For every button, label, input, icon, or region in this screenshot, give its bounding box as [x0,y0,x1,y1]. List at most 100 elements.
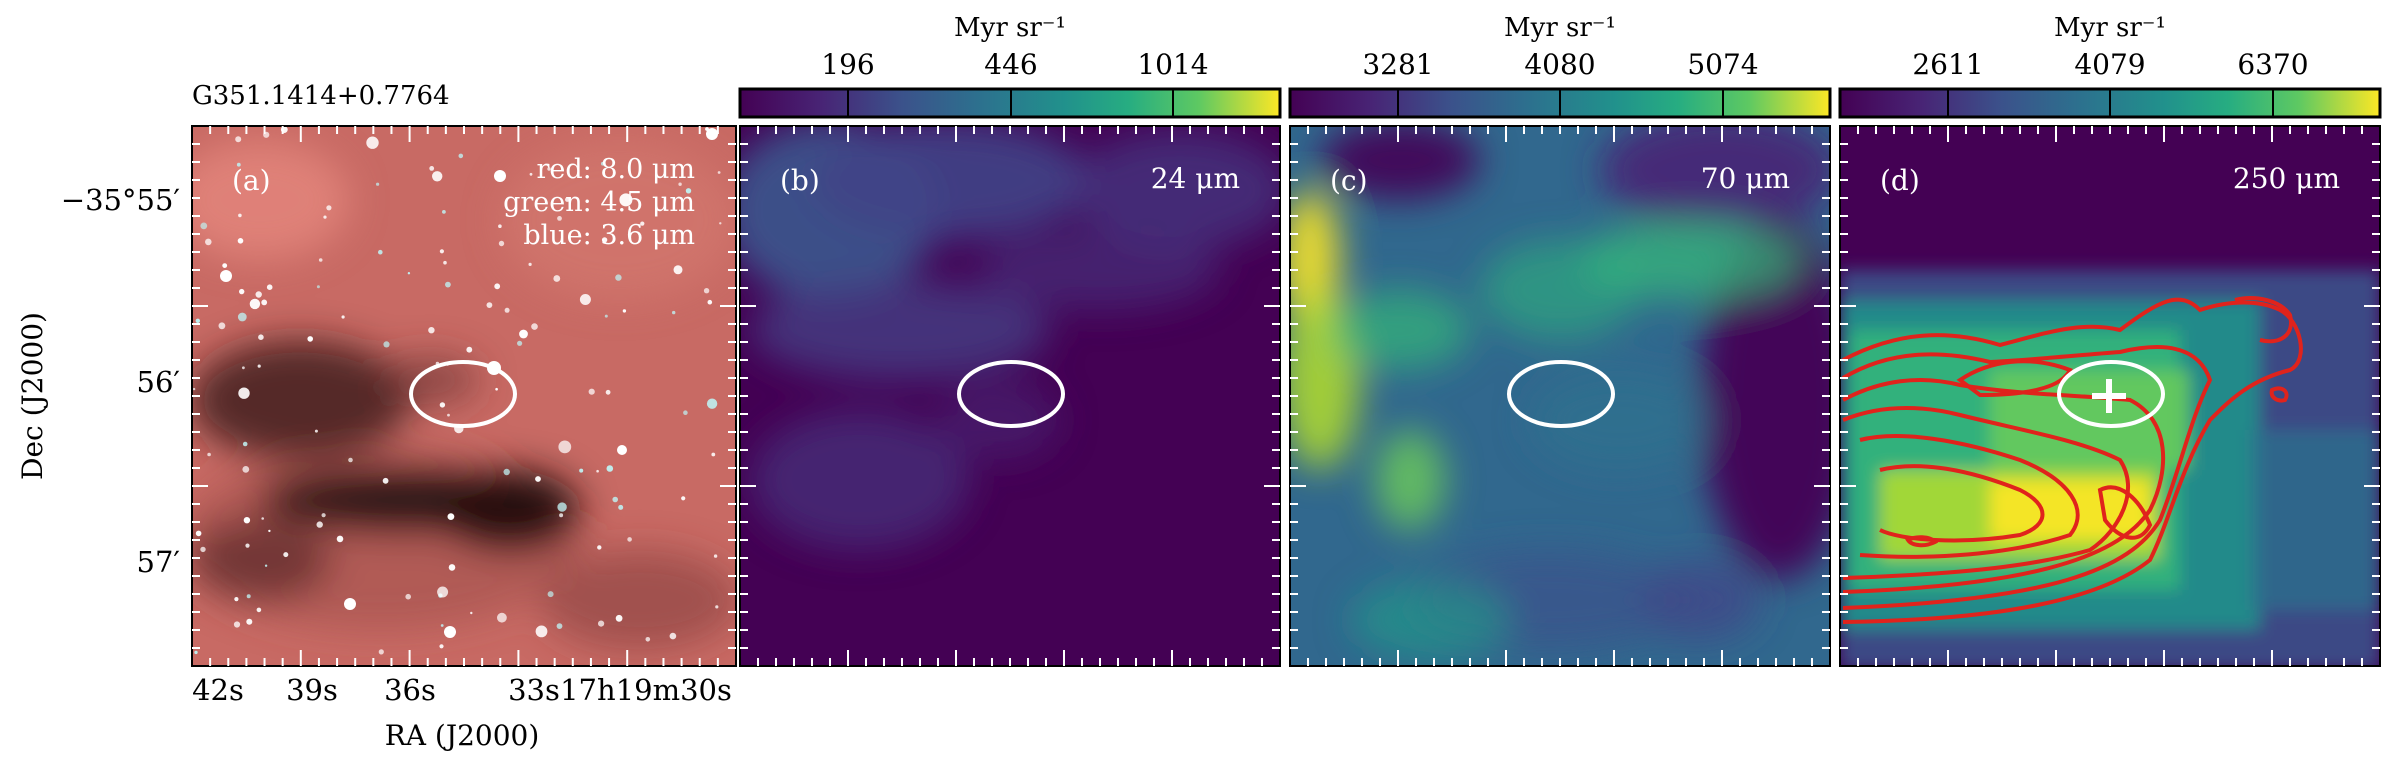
star [486,302,493,308]
colorbar-b-tick: 1014 [1137,48,1208,81]
star [318,258,323,262]
star [437,586,449,598]
star [683,410,688,416]
star [246,618,253,625]
star [617,445,627,455]
star [681,496,686,501]
y-tick-label: 56′ [137,365,181,399]
star [529,172,533,176]
star [645,637,651,642]
star [440,624,444,627]
source-ellipse [957,360,1065,428]
stars-layer [192,126,722,655]
star [314,429,318,433]
star [428,327,435,334]
star [261,299,268,306]
panel-d-label: (d) [1880,164,1920,197]
star [495,387,498,391]
panel-a-image [192,126,736,666]
star [597,545,602,550]
star [706,398,718,409]
star [378,249,383,255]
star [715,605,719,609]
star [323,215,327,219]
star [559,513,564,518]
colorbar-d: Myr sr⁻¹ 2611 4079 6370 [1838,13,2382,119]
panel-c: (c) 70 μm [1289,125,1831,667]
star [195,530,202,537]
star [703,288,710,294]
star [344,598,356,610]
x-tick-label: 36s [384,673,436,707]
star [615,614,623,622]
star [588,388,595,395]
star [615,274,622,281]
star [249,298,261,310]
star [442,210,446,214]
x-tick-label: 39s [286,673,338,707]
band-blue-label: blue: 3.6 μm [523,220,695,251]
contours [1841,296,2303,624]
colorbar-d-tick: 2611 [1912,48,1983,81]
star [261,517,265,520]
colorbar-b: Myr sr⁻¹ 196 446 1014 [738,13,1282,119]
star [556,623,563,629]
star [378,649,384,655]
star [606,465,614,472]
star [557,216,562,221]
star [316,285,320,289]
star [553,275,561,282]
colorbar-c-tick: 5074 [1687,48,1758,81]
panel-c-ticks [1290,126,1830,666]
panel-b-image [740,126,1280,666]
band-red-label: red: 8.0 μm [536,154,695,185]
star [579,468,584,473]
star [706,128,718,140]
colorbar-d-tick-marks [1947,89,2274,117]
star [719,222,722,225]
star [622,309,627,313]
star [205,238,212,246]
y-axis-label: Dec (J2000) [16,312,49,480]
star [366,136,379,149]
star [605,389,611,395]
star [255,291,262,298]
colorbar-c: Myr sr⁻¹ 3281 4080 5074 [1288,13,1832,119]
star [222,263,228,268]
colorbar-c-tick-marks [1397,89,1724,117]
star [235,136,242,143]
star [194,650,198,655]
star [535,476,541,482]
x-axis-label: RA (J2000) [385,719,540,752]
star [336,535,344,543]
x-tick-label: 42s [192,673,244,707]
panel-d-ticks [1840,126,2380,666]
star [458,153,464,159]
star [531,323,538,330]
source-ellipse [409,360,517,428]
star [579,294,591,305]
star [535,625,548,638]
star [439,249,444,254]
colorbar-d-tick: 4079 [2074,48,2145,81]
star [341,315,345,319]
star [685,188,692,194]
star [547,167,551,171]
star [678,182,682,186]
star [236,162,241,167]
star [195,318,200,323]
star [234,597,239,602]
panel-b: (b) 24 μm [739,125,1281,667]
star [238,213,242,218]
star [207,452,211,457]
star [517,340,523,346]
panel-b-ticks [740,126,1280,666]
star [448,564,456,571]
star [245,543,250,548]
star [266,284,273,291]
plus-marker [2092,379,2126,413]
star [239,288,245,295]
star [503,468,510,476]
star [383,341,390,348]
